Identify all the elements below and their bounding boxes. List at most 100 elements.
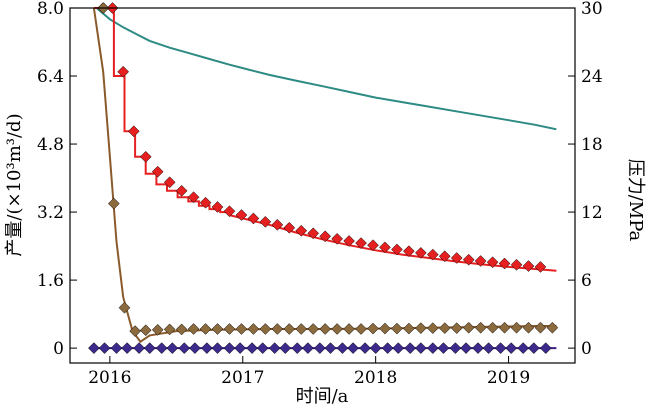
series-4-point [510,321,523,334]
series-6-point [369,342,382,354]
series-4-point [187,323,200,335]
series-2-point [462,253,475,266]
series-4-point [139,324,152,337]
series-6-point [110,342,123,354]
series-2-point [403,245,415,258]
series-2-point [522,260,535,272]
series-2-point [235,209,248,221]
series-2-point [534,261,547,273]
series-6-point [178,342,191,354]
y-right-tick-label: 12 [581,203,603,223]
series-6-point [324,342,337,354]
series-6-point [133,342,145,354]
series-4-point [486,321,499,334]
series-2-point [223,205,236,218]
series-6-point [392,342,405,354]
series-2-point [391,243,403,256]
series-6-point [234,342,246,354]
series-4-point [474,321,487,334]
series-6-point [381,342,394,354]
series-6-point [517,342,530,354]
series-6-point [201,342,213,354]
series-4-point [534,321,547,334]
series-4-point [283,323,296,335]
series-4-point [259,323,272,335]
series-2-point [151,165,164,178]
series-4-point [355,323,367,335]
series-2-point [271,218,284,231]
series-6-point [166,342,179,354]
series-2-point [438,250,451,263]
series-4-point [498,321,511,334]
x-tick-label: 2019 [487,368,530,388]
series-2-point [175,184,188,197]
plot-marks [88,2,559,354]
series-6-point [121,342,133,354]
series-6-point [98,342,111,354]
series-2-point [199,196,212,209]
series-6-point [404,342,417,354]
series-2-point [247,212,260,225]
series-2-point [163,176,176,189]
series-6-point [539,342,552,354]
series-6-point [414,342,427,354]
series-2-point [319,230,332,243]
series-2-point [498,257,511,270]
series-4-point [367,322,379,335]
x-tick-label: 2018 [354,368,397,388]
series-6-point [223,342,236,354]
series-4-point [118,301,131,314]
series-6-point [88,342,100,354]
series-4-point [307,323,320,335]
series-4-point [522,321,535,334]
series-2-point [367,239,379,252]
series-2-point [474,255,487,267]
series-2-point [139,150,152,163]
y-right-tick-label: 24 [581,67,603,87]
series-2-point [127,125,140,138]
series-6-point [437,342,450,354]
series-2-point [343,235,355,247]
series-6-point [256,342,269,354]
y-right-tick-label: 30 [581,0,603,19]
series-4-point [426,322,439,334]
series-4-point [129,325,141,337]
y-right-tick-label: 18 [581,135,603,155]
y-right-tick-label: 6 [581,271,592,291]
series-6-point [189,342,201,354]
series-6-point [313,342,326,354]
series-2-point [211,201,224,213]
series-4-point [175,323,188,336]
series-2-point [307,227,320,240]
series-4-point [151,323,164,336]
series-4-point [343,323,355,335]
series-4-point [414,322,427,334]
x-tick-label: 2016 [88,368,131,388]
series-6-point [143,342,156,354]
series-4-point [211,323,224,335]
y-left-tick-label: 4.8 [37,135,64,155]
series-4-point [295,323,308,335]
series-6-point [460,342,472,354]
series-2-point [259,215,272,228]
series-4-point [403,322,415,335]
y-axis-left-label: 产量/(×10³m³/d) [4,113,25,256]
series-6-point [211,342,224,354]
series-6-point [347,342,359,354]
series-6-point [336,342,349,354]
y-right-tick-label: 0 [581,339,592,359]
series-6-point [527,342,540,354]
series-4-point [438,322,451,334]
series-6-point [472,342,484,354]
series-4-point [108,197,120,210]
series-6-point [449,342,462,354]
series-4-point [271,323,284,335]
series-2-point [450,252,463,264]
plot-frame [69,7,576,364]
y-left-tick-label: 8.0 [37,0,64,19]
series-6-point [302,342,314,354]
x-axis-label: 时间/a [296,386,349,407]
series-6-point [359,342,371,354]
series-2-point [283,221,296,234]
